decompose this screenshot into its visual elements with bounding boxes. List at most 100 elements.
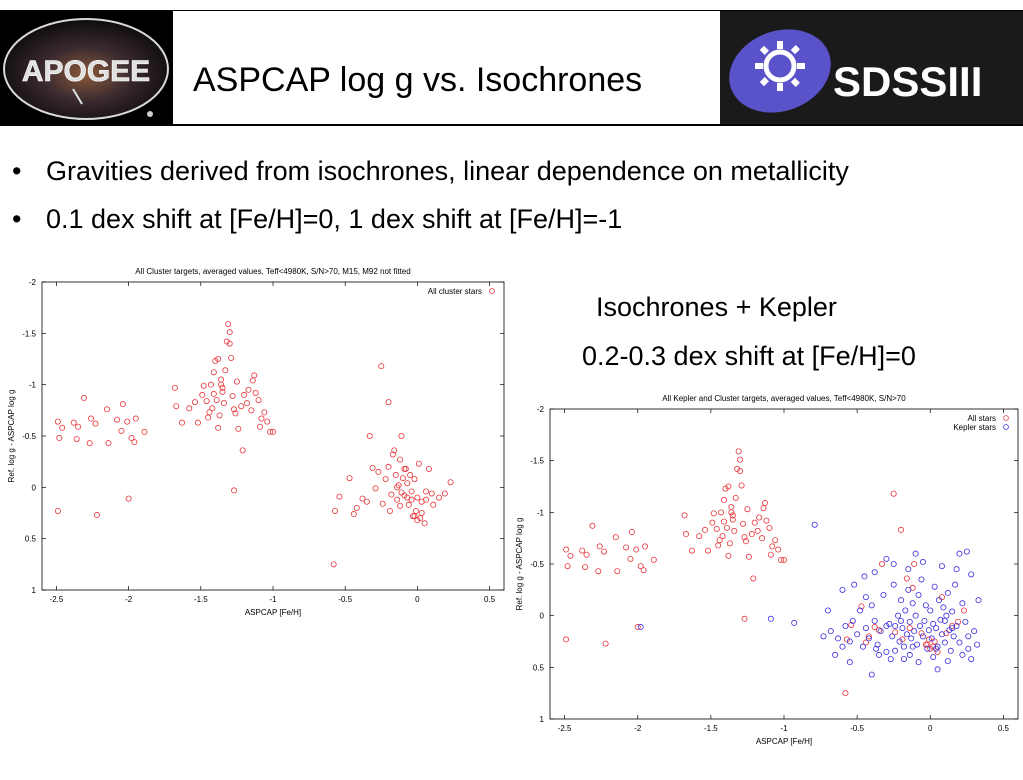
data-point xyxy=(915,591,922,598)
data-point xyxy=(897,597,904,604)
data-point xyxy=(205,414,212,421)
data-point xyxy=(950,633,957,640)
data-point xyxy=(54,507,61,514)
chart-title: All Kepler and Cluster targets, averaged… xyxy=(662,394,906,403)
data-point xyxy=(411,513,418,520)
data-point xyxy=(827,628,834,635)
y-tick-label: 1 xyxy=(540,715,545,724)
sdss-logo: SDSSIII xyxy=(720,11,1023,124)
data-point xyxy=(441,490,448,497)
data-point xyxy=(938,631,945,638)
data-point xyxy=(269,428,276,435)
data-point xyxy=(244,400,251,407)
data-point xyxy=(394,484,401,491)
data-point xyxy=(379,500,386,507)
kepler-heading: Isochrones + Kepler xyxy=(596,292,837,322)
series-1 xyxy=(637,521,982,678)
data-point xyxy=(956,639,963,646)
data-point xyxy=(261,409,268,416)
data-point xyxy=(933,645,940,652)
data-point xyxy=(171,384,178,391)
data-point xyxy=(933,625,940,632)
data-point xyxy=(741,615,748,622)
data-point xyxy=(909,643,916,650)
data-point xyxy=(628,528,635,535)
data-point xyxy=(421,520,428,527)
data-point xyxy=(710,510,717,517)
data-point xyxy=(203,398,210,405)
data-point xyxy=(408,496,415,503)
data-point xyxy=(579,547,586,554)
data-point xyxy=(912,612,919,619)
data-point xyxy=(871,617,878,624)
data-point xyxy=(128,435,135,442)
y-tick-label: -0.5 xyxy=(22,432,36,441)
data-point xyxy=(737,456,744,463)
data-point xyxy=(725,483,732,490)
data-point xyxy=(846,638,853,645)
data-point xyxy=(75,423,82,430)
data-point xyxy=(938,563,945,570)
y-tick-label: -2 xyxy=(29,278,37,287)
data-point xyxy=(405,501,412,508)
data-point xyxy=(890,490,897,497)
data-point xyxy=(199,391,206,398)
data-point xyxy=(918,630,925,637)
data-point xyxy=(851,581,858,588)
data-point xyxy=(637,624,644,631)
data-point xyxy=(911,628,918,635)
data-point xyxy=(915,659,922,666)
data-point xyxy=(906,625,913,632)
data-point xyxy=(740,520,747,527)
data-point xyxy=(398,489,405,496)
data-point xyxy=(200,382,207,389)
data-point xyxy=(709,519,716,526)
data-point xyxy=(372,485,379,492)
data-point xyxy=(937,616,944,623)
data-point xyxy=(846,659,853,666)
page-title: ASPCAP log g vs. Isochrones xyxy=(193,61,643,99)
data-point xyxy=(385,399,392,406)
data-point xyxy=(940,604,947,611)
data-point xyxy=(928,635,935,642)
legend-label: All cluster stars xyxy=(428,287,482,296)
data-point xyxy=(642,543,649,550)
data-point xyxy=(949,622,956,629)
header-top-rule xyxy=(0,10,1023,11)
data-point xyxy=(754,527,761,534)
data-point xyxy=(769,543,776,550)
data-point xyxy=(732,494,739,501)
data-point xyxy=(601,548,608,555)
data-point xyxy=(912,550,919,557)
data-point xyxy=(612,534,619,541)
data-point xyxy=(742,538,749,545)
data-point xyxy=(567,552,574,559)
data-point xyxy=(897,617,904,624)
data-point xyxy=(447,479,454,486)
data-point xyxy=(721,496,728,503)
data-point xyxy=(767,615,774,622)
data-point xyxy=(210,390,217,397)
data-point xyxy=(225,321,232,328)
data-point xyxy=(255,397,262,404)
data-point xyxy=(359,495,366,502)
data-point xyxy=(892,647,899,654)
data-point xyxy=(842,690,849,697)
data-point xyxy=(919,558,926,565)
data-point xyxy=(353,504,360,511)
data-point xyxy=(231,487,238,494)
data-point xyxy=(423,496,430,503)
data-point xyxy=(911,560,918,567)
y-tick-label: 0.5 xyxy=(25,535,37,544)
data-point xyxy=(896,638,903,645)
data-point xyxy=(880,591,887,598)
data-point xyxy=(871,569,878,576)
data-point xyxy=(941,617,948,624)
data-point xyxy=(763,517,770,524)
data-point xyxy=(832,651,839,658)
apogee-logo-text: APOGEE xyxy=(22,55,150,88)
data-point xyxy=(902,607,909,614)
legend-label: Kepler stars xyxy=(953,423,996,432)
data-point xyxy=(715,542,722,549)
data-point xyxy=(741,534,748,541)
